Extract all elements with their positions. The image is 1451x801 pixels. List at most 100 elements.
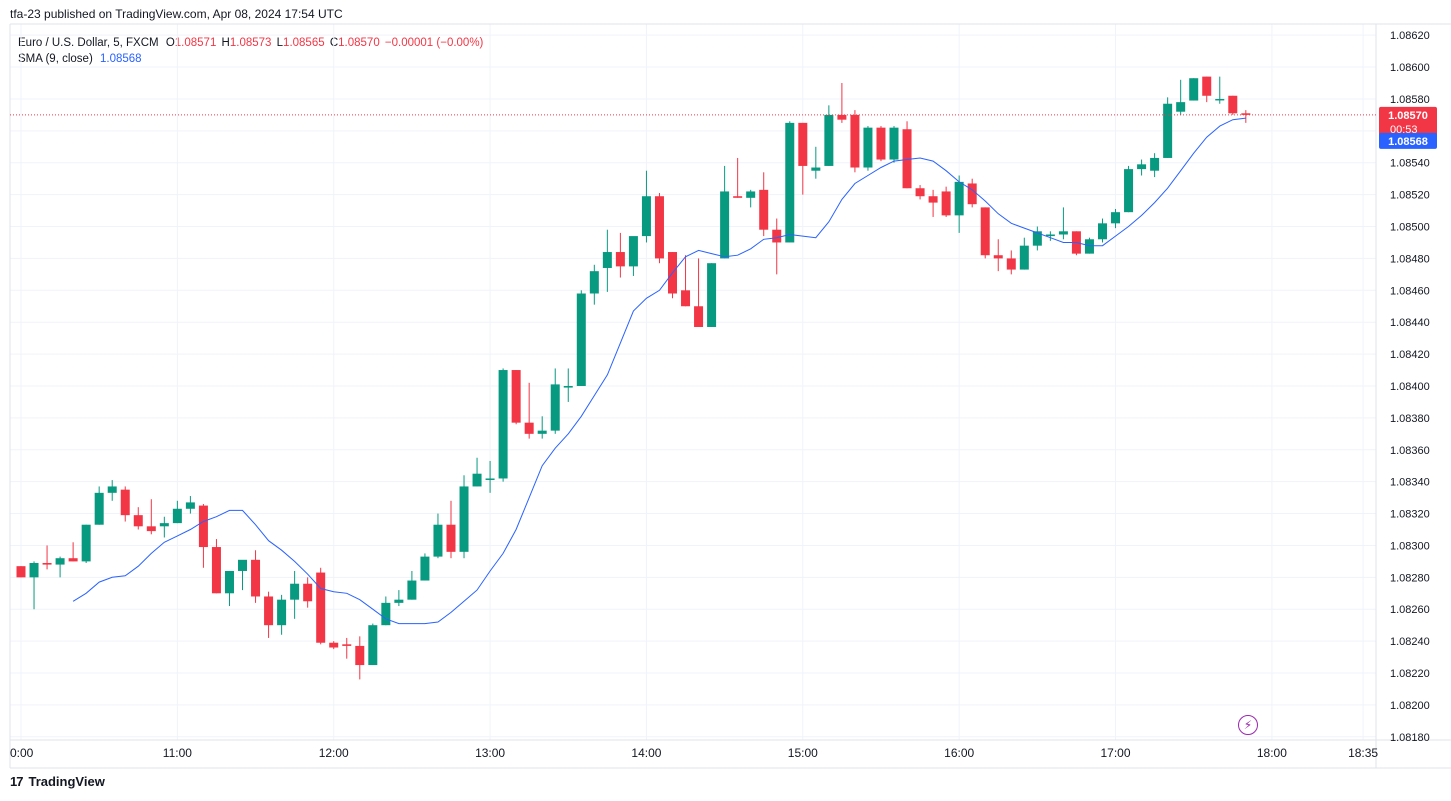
- x-tick-label: 18:00: [1257, 746, 1287, 760]
- candle-body: [1045, 234, 1055, 237]
- y-tick-label: 1.08500: [1390, 222, 1430, 234]
- candle-body: [1124, 169, 1134, 213]
- candle-body: [1084, 239, 1094, 254]
- legend-change: −0.00001 (−0.00%): [384, 37, 484, 49]
- x-tick-label: 11:00: [163, 746, 192, 760]
- y-tick-label: 1.08600: [1390, 62, 1430, 74]
- candle-body: [1019, 245, 1029, 270]
- y-tick-label: 1.08220: [1390, 668, 1430, 680]
- candle-body: [694, 306, 704, 327]
- y-tick-label: 1.08520: [1390, 190, 1430, 202]
- legend-close-value: 1.08570: [338, 37, 380, 49]
- candle-body: [342, 644, 352, 646]
- price-axis[interactable]: 1.086201.086001.085801.085601.085401.085…: [1390, 30, 1430, 744]
- last-price-tag: 1.08570 00:53: [1379, 106, 1437, 137]
- candle-body: [120, 489, 130, 516]
- candle-body: [224, 570, 234, 594]
- y-tick-label: 1.08320: [1390, 509, 1430, 521]
- y-tick-label: 1.08420: [1390, 349, 1430, 361]
- candle-body: [381, 602, 391, 626]
- candle-body: [290, 583, 300, 600]
- candle-body: [133, 515, 143, 527]
- x-tick-label: 17:00: [1101, 746, 1131, 760]
- candle-body: [355, 645, 365, 666]
- candle-body: [850, 114, 860, 168]
- y-tick-label: 1.08240: [1390, 636, 1430, 648]
- x-tick-label: 12:00: [319, 746, 349, 760]
- candle-body: [772, 229, 782, 243]
- legend-open-label: O: [165, 37, 175, 49]
- candle-body: [524, 422, 534, 434]
- x-tick-label: 13:00: [475, 746, 505, 760]
- candle-body: [94, 492, 104, 525]
- candle-body: [55, 558, 65, 565]
- candle-body: [185, 502, 195, 509]
- candle-body: [459, 486, 469, 552]
- legend-high-value: 1.08573: [229, 37, 272, 49]
- candle-body: [329, 642, 339, 648]
- last-price-tag-value: 1.08570: [1388, 110, 1428, 122]
- candle-body: [576, 293, 586, 386]
- y-tick-label: 1.08460: [1390, 285, 1430, 297]
- x-tick-label: 18:35: [1348, 746, 1378, 760]
- candle-body: [628, 236, 638, 267]
- candle-body: [1150, 157, 1160, 171]
- candle-body: [211, 547, 221, 594]
- candle-body: [563, 385, 573, 388]
- y-tick-label: 1.08260: [1390, 604, 1430, 616]
- candle-body: [1176, 102, 1186, 112]
- candle-body: [798, 122, 808, 166]
- candle-body: [941, 191, 951, 216]
- candle-body: [785, 122, 795, 243]
- candle-body: [1097, 223, 1107, 240]
- candle-body: [733, 196, 743, 198]
- candle-body: [368, 625, 378, 666]
- x-tick-label: 14:00: [631, 746, 661, 760]
- publisher-line: tfa-23 published on TradingView.com, Apr…: [10, 7, 343, 21]
- candle-body: [1215, 98, 1225, 101]
- candle-body: [863, 127, 873, 168]
- y-tick-label: 1.08480: [1390, 253, 1430, 265]
- candle-body: [433, 524, 443, 557]
- candle-body: [446, 524, 456, 552]
- candle-body: [1058, 231, 1068, 235]
- grid-lines: [10, 24, 1376, 740]
- legend-low-label: L: [276, 37, 284, 49]
- candle-body: [550, 384, 560, 431]
- candle-body: [537, 430, 547, 434]
- candle-body: [420, 556, 430, 581]
- candle-body: [811, 167, 821, 171]
- candle-body: [824, 114, 834, 166]
- legend-price-row: Euro / U.S. Dollar, 5, FXCM O1.08571 H1.…: [18, 35, 483, 51]
- legend-open-value: 1.08571: [174, 37, 217, 49]
- lightning-icon[interactable]: ⚡: [1238, 715, 1258, 735]
- candle-body: [198, 505, 208, 548]
- x-tick-label: 0:00: [10, 746, 34, 760]
- candle-body: [1137, 164, 1147, 170]
- candle-body: [407, 580, 417, 600]
- candle-body: [902, 129, 912, 189]
- legend-low-value: 1.08565: [283, 37, 325, 49]
- time-axis[interactable]: 0:00 11:00 12:00 13:00 14:00 15:00 16:00 17:00 1…: [10, 746, 1378, 760]
- y-tick-label: 1.08280: [1390, 572, 1430, 584]
- y-tick-label: 1.08300: [1390, 540, 1430, 552]
- legend-sma-label[interactable]: SMA (9, close): [18, 53, 93, 65]
- legend-sma-value: 1.08568: [99, 53, 142, 65]
- candle-body: [264, 596, 274, 626]
- candle-body: [1032, 231, 1042, 246]
- candle-body: [511, 370, 521, 423]
- candle-body: [172, 508, 182, 524]
- candle-body: [1006, 258, 1016, 270]
- candle-body: [1241, 113, 1251, 115]
- candle-body: [720, 191, 730, 259]
- y-tick-label: 1.08400: [1390, 381, 1430, 393]
- candle-body: [589, 271, 599, 294]
- tradingview-mark-icon: 17: [10, 774, 24, 789]
- candle-body: [759, 189, 769, 230]
- legend-symbol[interactable]: Euro / U.S. Dollar, 5, FXCM: [18, 37, 159, 49]
- x-tick-label: 15:00: [788, 746, 818, 760]
- tradingview-logo[interactable]: 17 TradingView: [10, 774, 105, 789]
- sma-line: [72, 117, 1246, 625]
- candle-body: [107, 486, 117, 493]
